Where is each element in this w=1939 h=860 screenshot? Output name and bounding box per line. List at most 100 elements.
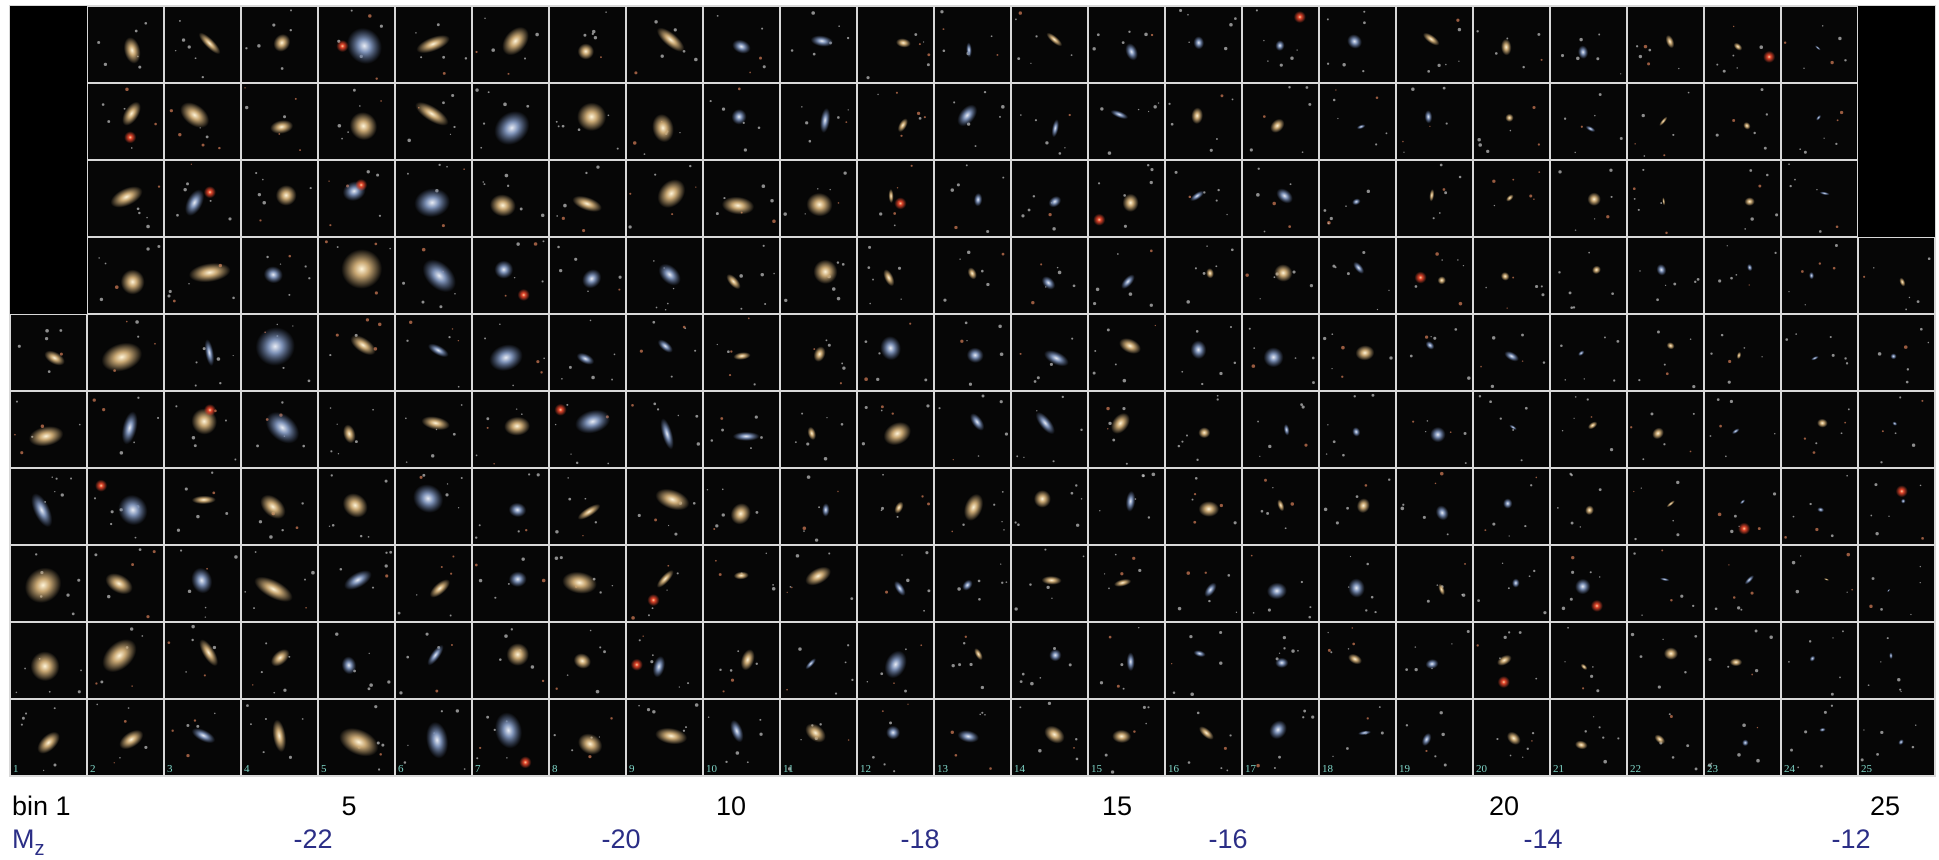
star	[1640, 655, 1643, 658]
thumbnail-bg	[1474, 623, 1549, 698]
thumbnail	[1012, 469, 1087, 544]
star	[1530, 484, 1532, 486]
thumbnail-bg	[1628, 84, 1703, 159]
star	[107, 120, 110, 123]
star	[1569, 291, 1572, 294]
star	[21, 724, 23, 726]
star	[1842, 630, 1844, 632]
star	[1846, 475, 1848, 477]
star	[289, 756, 292, 759]
star	[308, 277, 310, 279]
star	[1804, 730, 1807, 733]
star	[1522, 360, 1523, 361]
star	[337, 246, 339, 248]
star	[1115, 363, 1117, 365]
foreground-star	[631, 659, 643, 671]
star	[1217, 398, 1219, 400]
column-number: 21	[1553, 763, 1564, 775]
star	[461, 477, 463, 479]
star	[1670, 599, 1672, 601]
star	[713, 528, 715, 530]
thumbnail	[1243, 7, 1318, 82]
star	[183, 188, 186, 191]
star	[137, 207, 140, 210]
star	[1521, 334, 1524, 337]
thumbnail-bg	[1012, 623, 1087, 698]
column-number: 23	[1707, 763, 1719, 775]
star	[707, 489, 708, 490]
star	[796, 554, 799, 557]
column-number: 8	[552, 763, 558, 775]
thumbnail	[1243, 161, 1318, 236]
star	[188, 45, 191, 48]
star	[1017, 523, 1020, 526]
star	[1529, 575, 1531, 577]
star	[1291, 502, 1294, 505]
star	[1115, 554, 1117, 556]
star	[389, 248, 391, 250]
star	[1665, 285, 1666, 286]
star	[126, 321, 128, 323]
star	[1897, 678, 1900, 681]
thumbnail	[319, 700, 394, 775]
star	[1477, 138, 1480, 141]
star	[476, 757, 478, 759]
thumbnail	[396, 161, 471, 236]
star	[80, 670, 82, 672]
thumbnail	[550, 623, 625, 698]
star	[806, 442, 809, 445]
star	[801, 106, 802, 107]
star	[984, 91, 986, 93]
thumbnail	[473, 315, 548, 390]
star	[722, 108, 725, 111]
star	[1693, 413, 1695, 415]
star	[217, 357, 221, 361]
star	[761, 28, 763, 30]
star	[407, 745, 408, 746]
star	[420, 56, 422, 58]
star	[1899, 689, 1901, 691]
thumbnail	[550, 392, 625, 467]
star	[847, 37, 849, 39]
star	[1267, 60, 1268, 61]
star	[614, 354, 616, 356]
star	[1268, 608, 1271, 611]
star	[542, 579, 546, 583]
column-number: 5	[321, 763, 327, 775]
star	[1288, 86, 1290, 88]
star	[798, 647, 801, 650]
star	[1861, 758, 1864, 761]
star	[1882, 430, 1884, 432]
thumbnail-bg	[1859, 238, 1934, 313]
star	[283, 689, 286, 692]
star	[1810, 503, 1812, 505]
thumbnail	[781, 7, 856, 82]
thumbnail	[1012, 84, 1087, 159]
star	[1794, 179, 1796, 181]
star	[1310, 284, 1313, 287]
star	[1824, 138, 1825, 139]
star	[952, 664, 955, 667]
star	[175, 50, 176, 51]
star	[841, 423, 844, 426]
star	[1835, 143, 1837, 145]
star	[359, 105, 361, 107]
star	[1921, 400, 1923, 402]
star	[654, 518, 657, 521]
star	[1737, 606, 1740, 609]
thumbnail	[1628, 84, 1703, 159]
star	[1189, 635, 1192, 638]
thumbnail	[88, 238, 163, 313]
star	[1302, 716, 1304, 718]
star	[1732, 119, 1735, 122]
star	[24, 668, 26, 670]
star	[1815, 442, 1817, 444]
star	[674, 533, 677, 536]
star	[1479, 395, 1481, 397]
star	[296, 526, 299, 529]
star	[708, 717, 709, 718]
star	[671, 376, 673, 378]
thumbnail-bg	[1859, 469, 1934, 544]
star	[872, 279, 874, 281]
star	[717, 15, 719, 17]
